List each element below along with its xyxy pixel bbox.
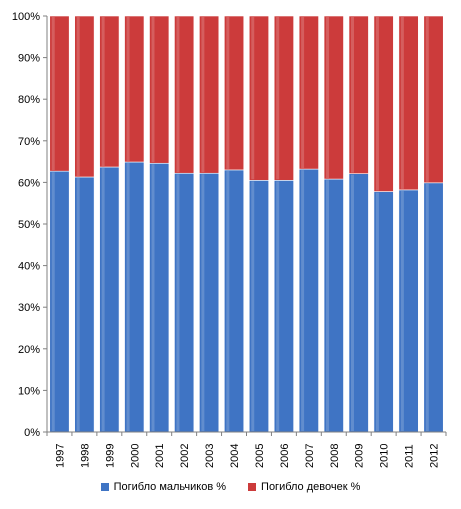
bar-girls	[99, 15, 120, 168]
bar-highlight	[226, 17, 230, 169]
bar-girls	[273, 15, 294, 181]
y-tick-label: 80%	[18, 94, 40, 106]
bar-highlight	[276, 17, 280, 180]
bar-girls	[323, 15, 344, 180]
bar-highlight	[350, 17, 354, 173]
y-tick-label: 0%	[24, 427, 40, 439]
bar-highlight	[151, 164, 155, 431]
bar-highlight	[375, 192, 379, 431]
bar-girls	[74, 15, 95, 178]
bar-highlight	[326, 17, 330, 179]
y-tick-label: 20%	[18, 344, 40, 356]
x-tick-label: 2011	[404, 444, 416, 468]
x-tick-label: 2007	[304, 444, 316, 468]
x-tick-label: 2000	[129, 444, 141, 468]
x-tick-label: 2006	[279, 444, 291, 468]
bar-highlight	[276, 181, 280, 431]
legend-label-girls: Погибло девочек %	[261, 481, 361, 493]
bar-girls	[224, 15, 245, 171]
x-tick-label: 2012	[429, 444, 441, 468]
bar-highlight	[76, 17, 80, 176]
bar-highlight	[326, 180, 330, 431]
bar-highlight	[400, 190, 404, 431]
legend-item-girls: Погибло девочек %	[248, 481, 360, 493]
legend: Погибло мальчиков % Погибло девочек %	[0, 481, 461, 493]
bar-highlight	[350, 174, 354, 431]
bar-girls	[398, 15, 419, 191]
bar-highlight	[151, 17, 155, 163]
bar-highlight	[76, 177, 80, 431]
bar-highlight	[51, 172, 55, 431]
bar-highlight	[126, 17, 130, 162]
y-tick-label: 90%	[18, 53, 40, 65]
x-axis: 1997 1998 1999 2000 2001 2002 2003 2004 2005 2006…	[46, 431, 447, 468]
bars	[49, 15, 444, 433]
legend-swatch-boys	[100, 483, 109, 491]
y-tick-label: 60%	[18, 177, 40, 189]
bar-girls	[174, 15, 195, 174]
bar-girls	[423, 15, 444, 184]
bar-girls	[124, 15, 145, 163]
x-tick-label: 2002	[179, 444, 191, 468]
bar-highlight	[301, 17, 305, 169]
x-tick-label: 2008	[329, 444, 341, 468]
x-tick-label: 1999	[104, 444, 116, 468]
bar-girls	[348, 15, 369, 174]
x-tick-label: 2005	[254, 444, 266, 468]
y-tick-label: 30%	[18, 302, 40, 314]
bar-highlight	[301, 170, 305, 431]
x-tick-label: 2003	[204, 444, 216, 468]
x-tick-label: 2001	[154, 444, 166, 468]
bar-girls	[199, 15, 220, 174]
bar-girls	[298, 15, 319, 170]
bar-highlight	[201, 174, 205, 432]
bar-highlight	[375, 17, 379, 191]
bar-highlight	[425, 17, 429, 182]
legend-item-boys: Погибло мальчиков %	[100, 481, 227, 493]
legend-swatch-girls	[248, 483, 257, 491]
y-tick-label: 40%	[18, 261, 40, 273]
bar-highlight	[201, 17, 205, 173]
bar-highlight	[51, 17, 55, 171]
bar-girls	[49, 15, 70, 172]
bar-highlight	[251, 17, 255, 180]
bar-highlight	[425, 183, 429, 431]
y-tick-label: 10%	[18, 385, 40, 397]
y-tick-label: 100%	[12, 11, 40, 23]
x-tick-label: 2010	[379, 444, 391, 468]
bar-highlight	[226, 170, 230, 432]
bar-highlight	[176, 174, 180, 432]
y-tick-label: 50%	[18, 219, 40, 231]
bar-highlight	[101, 168, 105, 431]
bar-girls	[373, 15, 394, 192]
x-tick-label: 1998	[79, 444, 91, 468]
stacked-bar-chart: 0%10%20%30%40%50%60%70%80%90%100% 1997 19…	[12, 11, 447, 468]
x-tick-label: 2009	[354, 444, 366, 468]
y-axis: 0% 10% 20% 30% 40% 50% 60% 70% 80% 90% 100%	[12, 11, 48, 439]
bar-highlight	[251, 181, 255, 431]
bar-girls	[248, 15, 269, 181]
bar-highlight	[101, 17, 105, 167]
y-tick-label: 70%	[18, 136, 40, 148]
x-tick-label: 2004	[229, 444, 241, 468]
x-tick-label: 1997	[54, 444, 66, 468]
legend-label-boys: Погибло мальчиков %	[113, 481, 227, 493]
bar-highlight	[176, 17, 180, 173]
bar-girls	[149, 15, 170, 164]
bar-highlight	[400, 17, 404, 189]
bar-highlight	[126, 163, 130, 432]
